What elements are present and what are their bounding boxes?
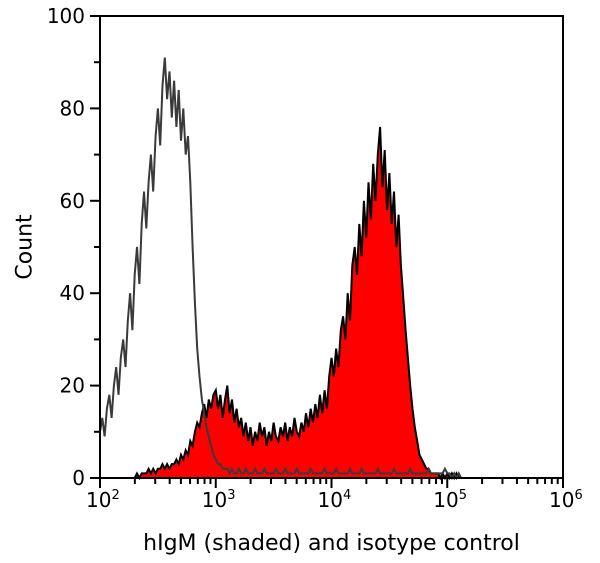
y-tick-label: 40 xyxy=(60,281,85,305)
x-tick-label: 102 xyxy=(86,488,120,512)
y-tick-label: 20 xyxy=(60,374,85,398)
x-tick-label: 106 xyxy=(549,488,583,512)
y-tick-label: 60 xyxy=(60,189,85,213)
x-axis-label: hIgM (shaded) and isotype control xyxy=(143,531,520,556)
x-tick-label: 104 xyxy=(318,488,352,512)
y-tick-label: 100 xyxy=(47,4,85,28)
isotype-control-histogram xyxy=(99,57,471,481)
y-tick-label: 0 xyxy=(72,466,85,490)
higm-shaded-histogram xyxy=(100,126,471,481)
y-tick-label: 80 xyxy=(60,96,85,120)
x-tick-label: 105 xyxy=(433,488,467,512)
y-axis-label: Count xyxy=(12,214,38,280)
x-tick-label: 103 xyxy=(202,488,236,512)
